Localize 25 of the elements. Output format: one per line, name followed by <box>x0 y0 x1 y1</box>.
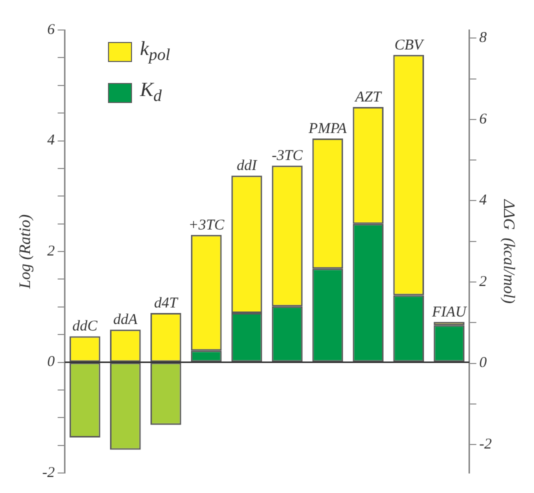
x-tick-label: FIAU <box>430 304 468 320</box>
y2-tick-label: -2 <box>479 436 492 452</box>
x-tick-label: +3TC <box>188 217 226 234</box>
y-tick-label: 6 <box>47 22 56 38</box>
y2-tick-label: 8 <box>479 30 488 46</box>
x-tick-label: -3TC <box>272 148 304 164</box>
y2-tick-label: 2 <box>479 274 488 290</box>
y2-tick-label: 0 <box>479 355 488 372</box>
legend-label: k$_{pol}$ <box>140 38 170 65</box>
x-tick-label: CBV <box>394 37 425 54</box>
x-tick-label: d4T <box>154 295 180 312</box>
y2-tick-label: 6 <box>479 111 488 128</box>
y-tick-label: 0 <box>47 354 56 370</box>
y2-axis-title: ΔΔG (kcal/mol) <box>500 198 518 304</box>
x-tick-label: AZT <box>354 89 383 106</box>
y-tick-label: 2 <box>47 243 56 260</box>
x-tick-label: ddC <box>72 318 98 335</box>
y-tick-label: -2 <box>42 464 56 481</box>
y-axis-title: Log (Ratio) <box>16 214 34 290</box>
x-tick-label: PMPA <box>308 120 348 137</box>
y-tick-label: 4 <box>47 132 56 149</box>
x-tick-label: ddI <box>236 158 258 174</box>
y2-tick-label: 4 <box>479 192 488 209</box>
legend-label: K$_{d}$ <box>140 79 162 106</box>
x-tick-label: ddA <box>113 312 138 328</box>
